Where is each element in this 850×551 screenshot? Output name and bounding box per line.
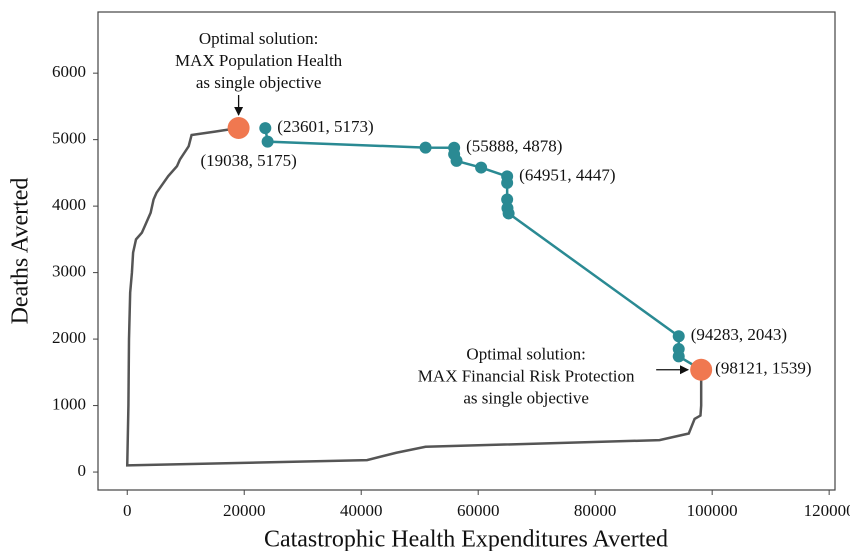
- data-point: [450, 154, 463, 167]
- data-label: (23601, 5173): [277, 117, 373, 136]
- y-tick-label: 2000: [52, 328, 86, 347]
- x-axis-label: Catastrophic Health Expenditures Averted: [264, 527, 668, 551]
- x-tick-label: 80000: [574, 501, 617, 520]
- y-tick-label: 1000: [52, 394, 86, 413]
- data-point: [690, 358, 713, 381]
- y-tick-label: 4000: [52, 195, 86, 214]
- data-point: [261, 135, 274, 148]
- annotation-text: as single objective: [196, 73, 322, 92]
- annotation-text: MAX Financial Risk Protection: [418, 367, 635, 386]
- annotation-text: as single objective: [463, 389, 589, 408]
- data-label: (94283, 2043): [691, 325, 787, 344]
- annotation-text: MAX Population Health: [175, 51, 343, 70]
- x-tick-label: 60000: [457, 501, 500, 520]
- annotation-text: Optimal solution:: [466, 345, 585, 364]
- series-line: [125, 126, 703, 467]
- data-point: [502, 207, 515, 220]
- y-tick-label: 5000: [52, 129, 86, 148]
- data-point: [419, 141, 432, 154]
- data-point: [259, 122, 272, 135]
- data-point: [672, 350, 685, 363]
- annotation-text: Optimal solution:: [199, 29, 318, 48]
- data-point: [501, 193, 514, 206]
- data-point: [475, 161, 488, 174]
- data-point: [672, 330, 685, 343]
- x-tick-label: 20000: [223, 501, 266, 520]
- data-point: [227, 117, 250, 140]
- x-tick-label: 100000: [687, 501, 738, 520]
- x-tick-label: 0: [123, 501, 132, 520]
- plot-frame: [97, 11, 836, 491]
- y-tick-label: 3000: [52, 262, 86, 281]
- data-label: (19038, 5175): [200, 151, 296, 170]
- data-point: [501, 176, 514, 189]
- y-axis-label: Deaths Averted: [8, 178, 34, 325]
- x-tick-label: 120000: [804, 501, 850, 520]
- y-tick-label: 6000: [52, 62, 86, 81]
- y-tick-label: 0: [78, 461, 87, 480]
- x-tick-label: 40000: [340, 501, 383, 520]
- data-label: (55888, 4878): [466, 137, 562, 156]
- data-label: (64951, 4447): [519, 165, 615, 184]
- data-label: (98121, 1539): [715, 359, 811, 378]
